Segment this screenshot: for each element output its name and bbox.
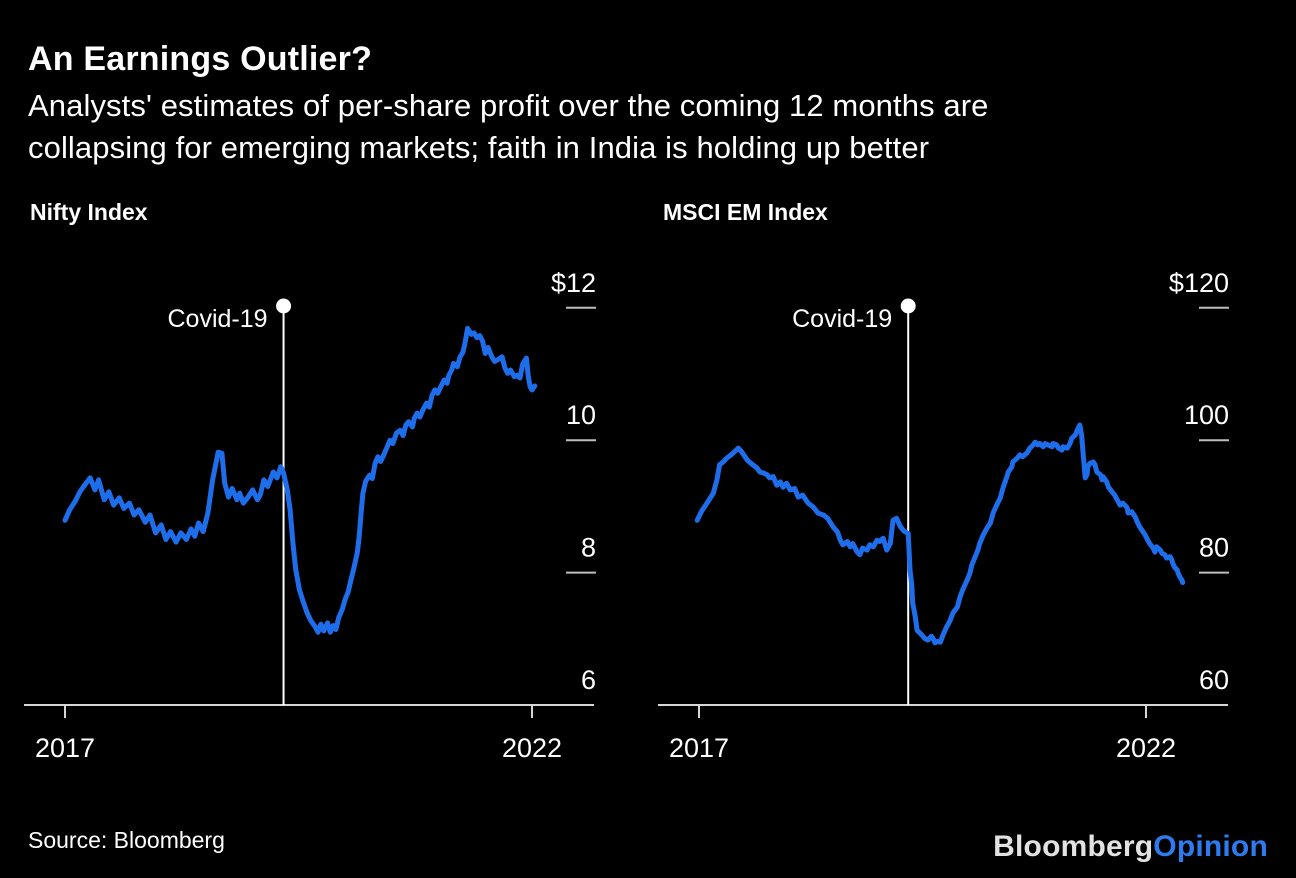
y-tick-label: 8 [581,533,596,563]
x-tick-label: 2022 [1116,733,1176,763]
msci-chart-title: MSCI EM Index [663,199,828,225]
covid-event-dot [900,298,916,314]
y-tick-label: 100 [1184,400,1229,430]
y-tick-label: $120 [1169,268,1229,298]
eps-estimate-line [62,325,538,635]
y-tick-label: 60 [1199,665,1229,695]
y-tick-label: $12 [551,268,596,298]
eps-estimate-line [694,422,1186,646]
x-tick-label: 2017 [669,733,729,763]
subtitle-line-2: collapsing for emerging markets; faith i… [28,130,930,165]
source-label: Source: Bloomberg [28,827,225,853]
bloomberg-opinion-logo: BloombergOpinion [993,830,1268,864]
logo-bloomberg-text: Bloomberg [993,830,1154,863]
subtitle-line-1: Analysts' estimates of per-share profit … [28,88,989,123]
covid-event-dot [276,298,292,314]
x-tick-label: 2017 [35,733,95,763]
y-tick-label: 80 [1199,533,1229,563]
y-tick-label: 10 [566,400,596,430]
nifty-chart-title: Nifty Index [30,199,148,225]
logo-opinion-text: Opinion [1153,830,1268,863]
page-title: An Earnings Outlier? [28,40,373,78]
covid-label: Covid-19 [792,305,892,333]
x-tick-label: 2022 [502,733,562,763]
covid-label: Covid-19 [167,305,267,333]
y-tick-label: 6 [581,665,596,695]
